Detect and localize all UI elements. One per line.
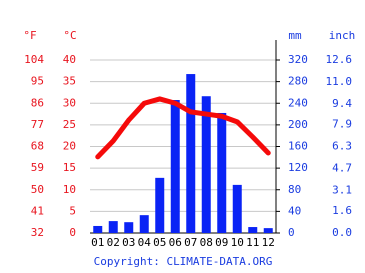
f-tick-label: 32 [31,226,44,239]
inch-tick-label: 9.4 [332,97,352,110]
f-tick-label: 95 [31,75,44,88]
mm-tick-label: 0 [288,226,295,239]
mm-tick-label: 280 [288,75,308,88]
bar [155,177,165,233]
x-tick-label: 05 [153,236,166,249]
bar [108,221,118,233]
bar [170,100,180,233]
inch-unit: inch [329,29,356,42]
bar [93,225,103,233]
f-tick-label: 50 [31,183,44,196]
x-tick-label: 03 [122,236,135,249]
inch-tick-label: 12.6 [326,53,353,66]
f-tick-label: 41 [31,204,44,217]
c-tick-label: 30 [63,96,76,109]
x-tick-label: 10 [231,236,244,249]
inch-tick-label: 6.3 [332,140,352,153]
copyright: Copyright: CLIMATE-DATA.ORG [94,255,273,268]
x-tick-label: 06 [169,236,182,249]
x-tick-label: 01 [91,236,104,249]
c-tick-label: 20 [63,140,76,153]
c-tick-label: 40 [63,53,76,66]
inch-tick-label: 3.1 [332,183,352,196]
f-tick-label: 59 [31,161,44,174]
c-tick-label: 5 [69,204,76,217]
f-tick-label: 77 [31,118,44,131]
c-tick-label: 35 [63,75,76,88]
mm-tick-label: 160 [288,140,308,153]
bar [217,112,227,233]
inch-tick-label: 4.7 [332,161,352,174]
c-unit: °C [63,29,76,42]
x-tick-label: 12 [262,236,275,249]
mm-tick-label: 240 [288,96,308,109]
mm-unit: mm [288,29,302,42]
mm-tick-label: 80 [288,183,301,196]
inch-tick-label: 7.9 [332,118,352,131]
c-tick-label: 15 [63,161,76,174]
inch-tick-label: 1.6 [332,204,352,217]
x-tick-label: 09 [215,236,228,249]
x-tick-label: 04 [138,236,152,249]
f-tick-label: 86 [31,96,44,109]
f-unit: °F [23,29,36,42]
bar [263,228,273,233]
x-tick-label: 11 [246,236,259,249]
mm-tick-label: 40 [288,204,301,217]
inch-tick-label: 0.0 [332,226,352,239]
x-tick-label: 02 [107,236,120,249]
mm-tick-label: 320 [288,53,308,66]
mm-tick-label: 200 [288,118,308,131]
c-tick-label: 10 [63,183,76,196]
mm-tick-label: 120 [288,161,308,174]
inch-tick-label: 11.0 [326,75,353,88]
temperature-line [95,96,271,160]
x-tick-label: 07 [184,236,197,249]
c-tick-label: 0 [69,226,76,239]
bar [232,184,242,233]
bar [248,227,258,233]
c-tick-label: 25 [63,118,76,131]
bar [139,215,149,233]
bar [124,222,134,233]
x-tick-label: 08 [200,236,213,249]
bar [201,96,211,233]
f-tick-label: 104 [24,53,44,66]
bar [186,74,196,234]
f-tick-label: 68 [31,140,44,153]
